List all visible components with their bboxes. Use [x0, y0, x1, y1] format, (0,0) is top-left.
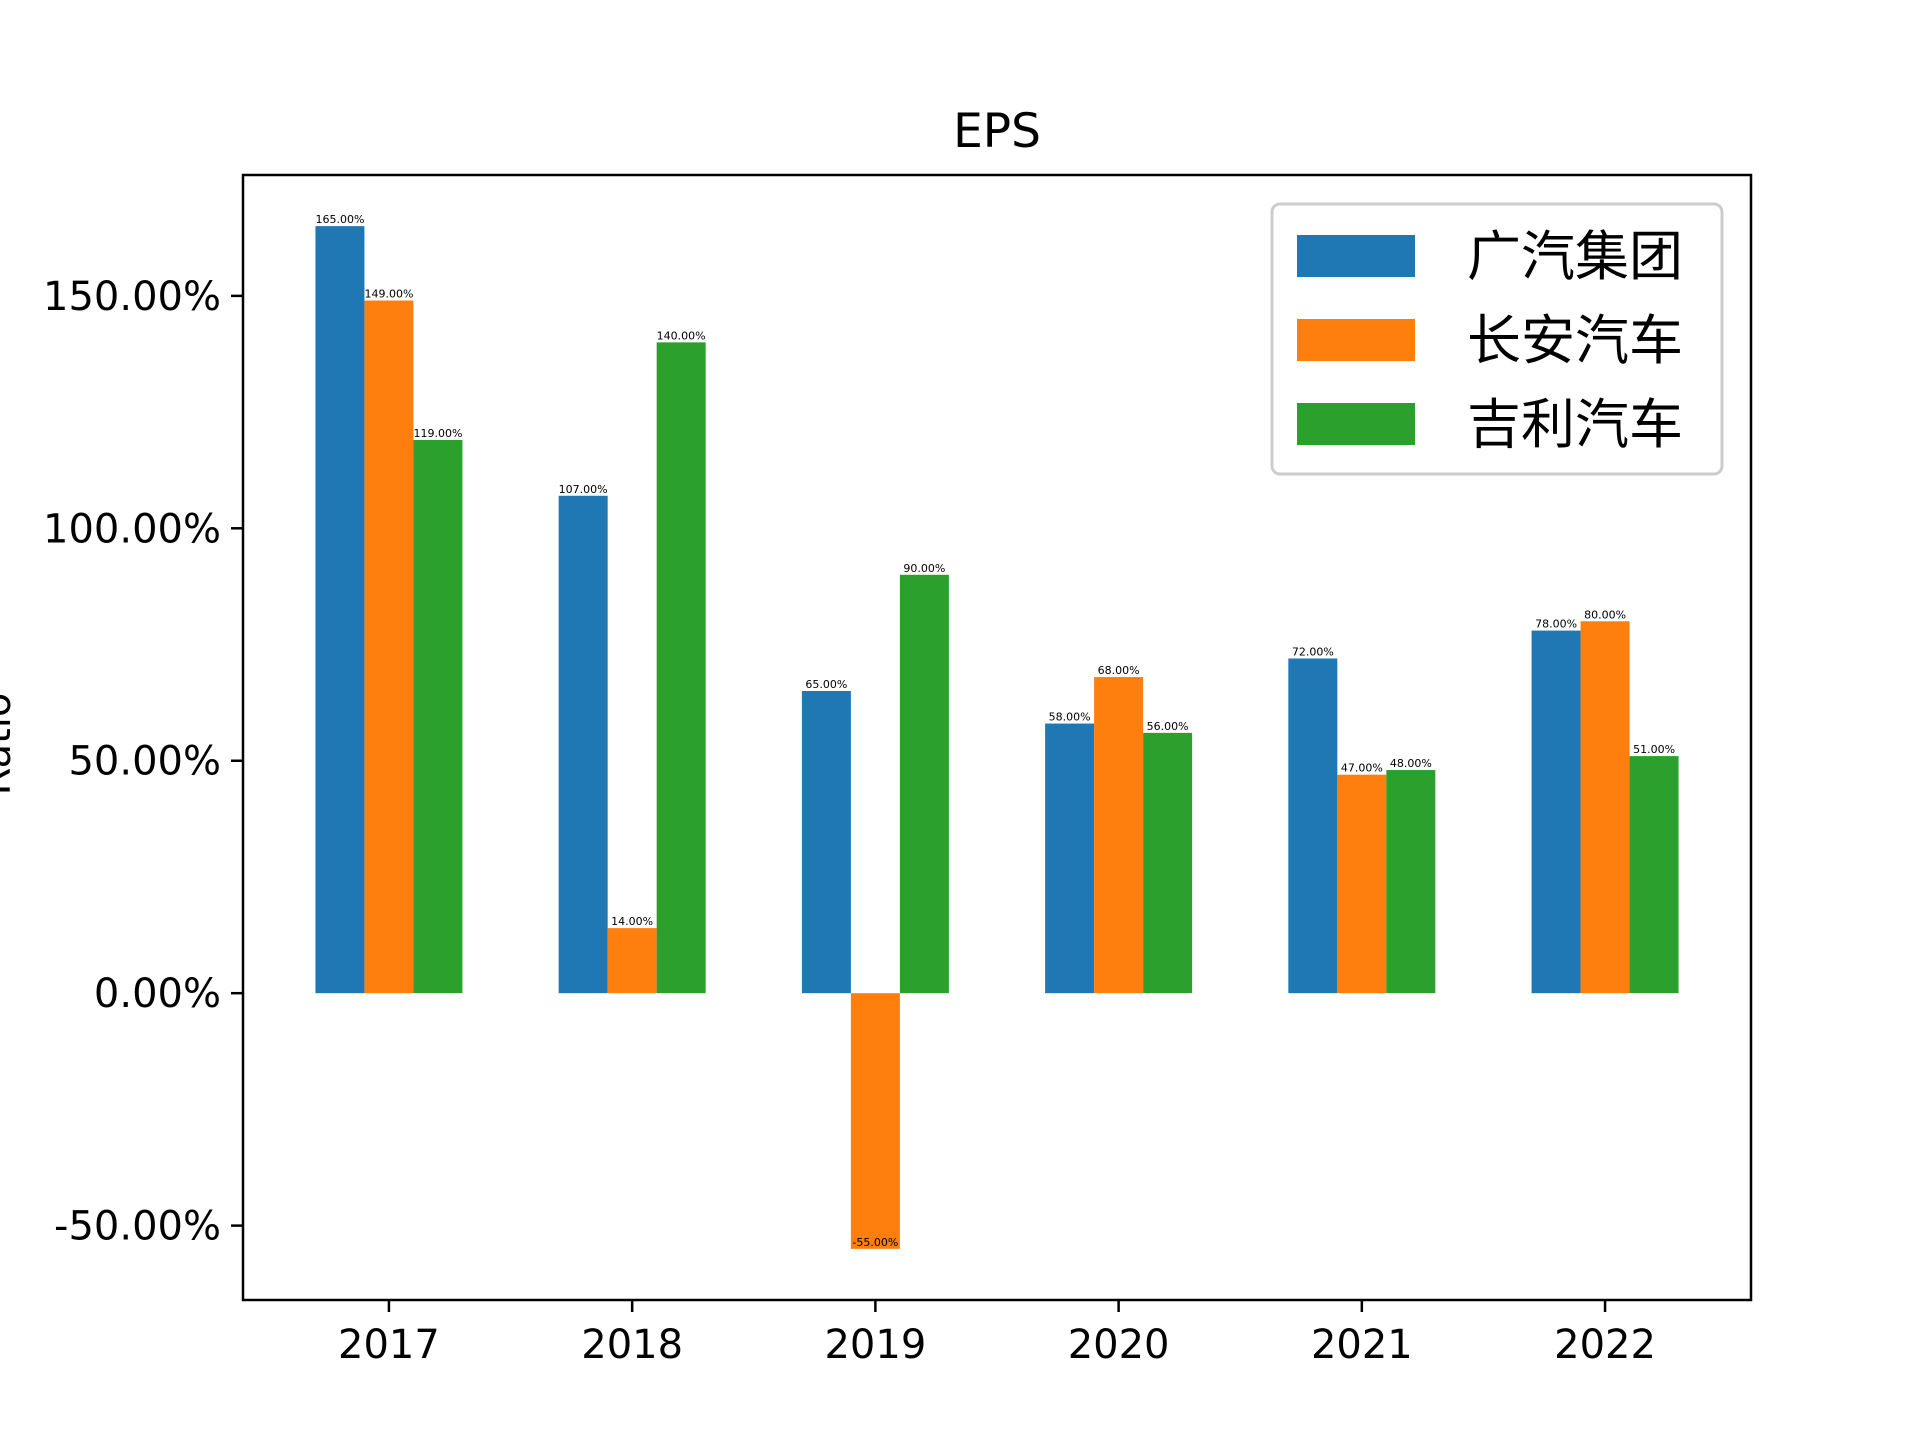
bar-2017-series-0: [315, 226, 365, 994]
legend-swatch-series-2: [1297, 403, 1415, 445]
bar-2019-series-1: [850, 993, 900, 1249]
bar-2018-series-2: [656, 342, 706, 994]
data-labels-layer: 165.00% 107.00% 65.00% 58.00% 72.00% 78.00% 14…: [315, 213, 1675, 1249]
data-label-2021-series-0: 72.00%: [1292, 645, 1334, 658]
y-tick-label: 50.00%: [68, 739, 221, 785]
bar-2019-series-0: [801, 691, 851, 994]
y-tick-label: 0.00%: [94, 971, 221, 1017]
legend-label-series-0: 广汽集团: [1467, 225, 1683, 288]
data-label-2021-series-1: 47.00%: [1341, 762, 1383, 775]
data-label-2021-series-2: 48.00%: [1390, 757, 1432, 770]
x-tick-label: 2022: [1554, 1322, 1656, 1368]
x-tick-label: 2017: [338, 1322, 440, 1368]
data-label-2018-series-1: 14.00%: [611, 915, 653, 928]
chart-title: EPS: [953, 104, 1041, 159]
data-label-2018-series-2: 140.00%: [657, 329, 706, 342]
bar-2017-series-1: [364, 300, 414, 994]
y-tick-label: 150.00%: [43, 274, 221, 320]
bars-layer: [315, 226, 1679, 1249]
data-label-2020-series-1: 68.00%: [1098, 664, 1140, 677]
x-tick-label: 2018: [581, 1322, 683, 1368]
bar-2022-series-1: [1580, 621, 1630, 994]
bar-2022-series-0: [1531, 630, 1581, 994]
x-tick-label: 2021: [1311, 1322, 1413, 1368]
x-tick-label: 2020: [1068, 1322, 1170, 1368]
bar-2021-series-1: [1337, 774, 1387, 994]
axes-layer: -50.00% 0.00% 50.00% 100.00% 150.00% 2017 2018…: [43, 173, 1753, 1368]
data-label-2017-series-2: 119.00%: [413, 427, 462, 440]
data-label-2017-series-0: 165.00%: [315, 213, 364, 226]
x-tick-label: 2019: [824, 1322, 926, 1368]
bar-2017-series-2: [413, 439, 463, 994]
bar-2018-series-0: [558, 495, 608, 994]
legend-label-series-1: 长安汽车: [1467, 309, 1683, 372]
data-label-2019-series-0: 65.00%: [805, 678, 847, 691]
data-label-2022-series-1: 80.00%: [1584, 608, 1626, 621]
legend-swatch-series-0: [1297, 235, 1415, 277]
y-tick-label: -50.00%: [54, 1204, 221, 1250]
bar-2020-series-1: [1094, 677, 1144, 994]
data-label-2019-series-2: 90.00%: [903, 562, 945, 575]
bar-2022-series-2: [1629, 756, 1679, 994]
bar-2018-series-1: [607, 928, 657, 994]
data-label-2018-series-0: 107.00%: [559, 483, 608, 496]
legend-swatch-series-1: [1297, 319, 1415, 361]
bar-2021-series-0: [1288, 658, 1338, 994]
y-tick-label: 100.00%: [43, 506, 221, 552]
data-label-2022-series-0: 78.00%: [1535, 618, 1577, 631]
bar-2020-series-2: [1143, 732, 1193, 994]
bar-2021-series-2: [1386, 770, 1436, 994]
y-axis-label: Ratio: [0, 693, 20, 796]
data-label-2020-series-2: 56.00%: [1147, 720, 1189, 733]
legend-label-series-2: 吉利汽车: [1467, 393, 1683, 456]
bar-2019-series-2: [899, 574, 949, 994]
data-label-2020-series-0: 58.00%: [1049, 711, 1091, 724]
data-label-2017-series-1: 149.00%: [364, 288, 413, 301]
data-label-2022-series-2: 51.00%: [1633, 743, 1675, 756]
plot-frame: [241, 173, 1753, 1302]
bar-2020-series-0: [1045, 723, 1095, 994]
data-label-2019-series-1: -55.00%: [852, 1236, 898, 1249]
